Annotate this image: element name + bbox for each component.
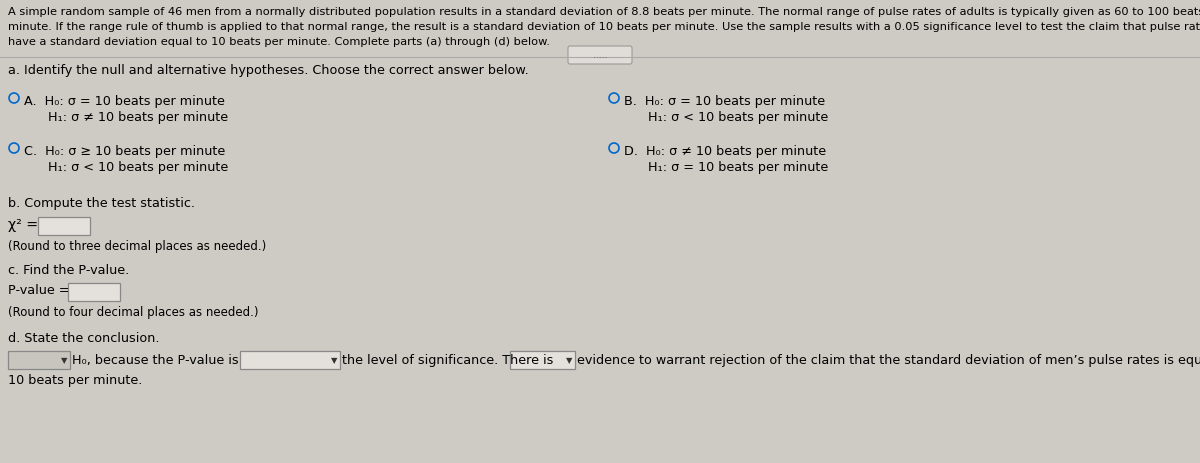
FancyBboxPatch shape	[510, 351, 575, 369]
FancyBboxPatch shape	[38, 218, 90, 236]
Text: have a standard deviation equal to 10 beats per minute. Complete parts (a) throu: have a standard deviation equal to 10 be…	[8, 37, 550, 47]
Text: H₀, because the P-value is: H₀, because the P-value is	[72, 353, 239, 366]
Text: C.  H₀: σ ≥ 10 beats per minute: C. H₀: σ ≥ 10 beats per minute	[24, 144, 226, 158]
Text: P-value =: P-value =	[8, 283, 70, 296]
Text: ▼: ▼	[331, 356, 337, 365]
Text: H₁: σ < 10 beats per minute: H₁: σ < 10 beats per minute	[624, 111, 828, 124]
FancyBboxPatch shape	[68, 283, 120, 301]
Text: χ² =: χ² =	[8, 218, 38, 232]
Text: H₁: σ = 10 beats per minute: H₁: σ = 10 beats per minute	[624, 161, 828, 174]
Text: H₁: σ < 10 beats per minute: H₁: σ < 10 beats per minute	[24, 161, 228, 174]
Text: minute. If the range rule of thumb is applied to that normal range, the result i: minute. If the range rule of thumb is ap…	[8, 22, 1200, 32]
Text: D.  H₀: σ ≠ 10 beats per minute: D. H₀: σ ≠ 10 beats per minute	[624, 144, 826, 158]
Text: B.  H₀: σ = 10 beats per minute: B. H₀: σ = 10 beats per minute	[624, 95, 826, 108]
Text: the level of significance. There is: the level of significance. There is	[342, 353, 553, 366]
Text: (Round to four decimal places as needed.): (Round to four decimal places as needed.…	[8, 305, 258, 319]
FancyBboxPatch shape	[240, 351, 340, 369]
Text: 10 beats per minute.: 10 beats per minute.	[8, 373, 143, 386]
Text: H₁: σ ≠ 10 beats per minute: H₁: σ ≠ 10 beats per minute	[24, 111, 228, 124]
Text: ▼: ▼	[61, 356, 67, 365]
Text: A simple random sample of 46 men from a normally distributed population results : A simple random sample of 46 men from a …	[8, 7, 1200, 17]
FancyBboxPatch shape	[8, 351, 70, 369]
Text: a. Identify the null and alternative hypotheses. Choose the correct answer below: a. Identify the null and alternative hyp…	[8, 64, 529, 77]
FancyBboxPatch shape	[568, 47, 632, 65]
Text: evidence to warrant rejection of the claim that the standard deviation of men’s : evidence to warrant rejection of the cla…	[577, 353, 1200, 366]
Text: .....: .....	[593, 51, 607, 60]
Text: c. Find the P-value.: c. Find the P-value.	[8, 263, 130, 276]
Text: (Round to three decimal places as needed.): (Round to three decimal places as needed…	[8, 239, 266, 252]
Text: b. Compute the test statistic.: b. Compute the test statistic.	[8, 197, 194, 210]
Text: A.  H₀: σ = 10 beats per minute: A. H₀: σ = 10 beats per minute	[24, 95, 224, 108]
Text: ▼: ▼	[565, 356, 572, 365]
Text: d. State the conclusion.: d. State the conclusion.	[8, 332, 160, 344]
